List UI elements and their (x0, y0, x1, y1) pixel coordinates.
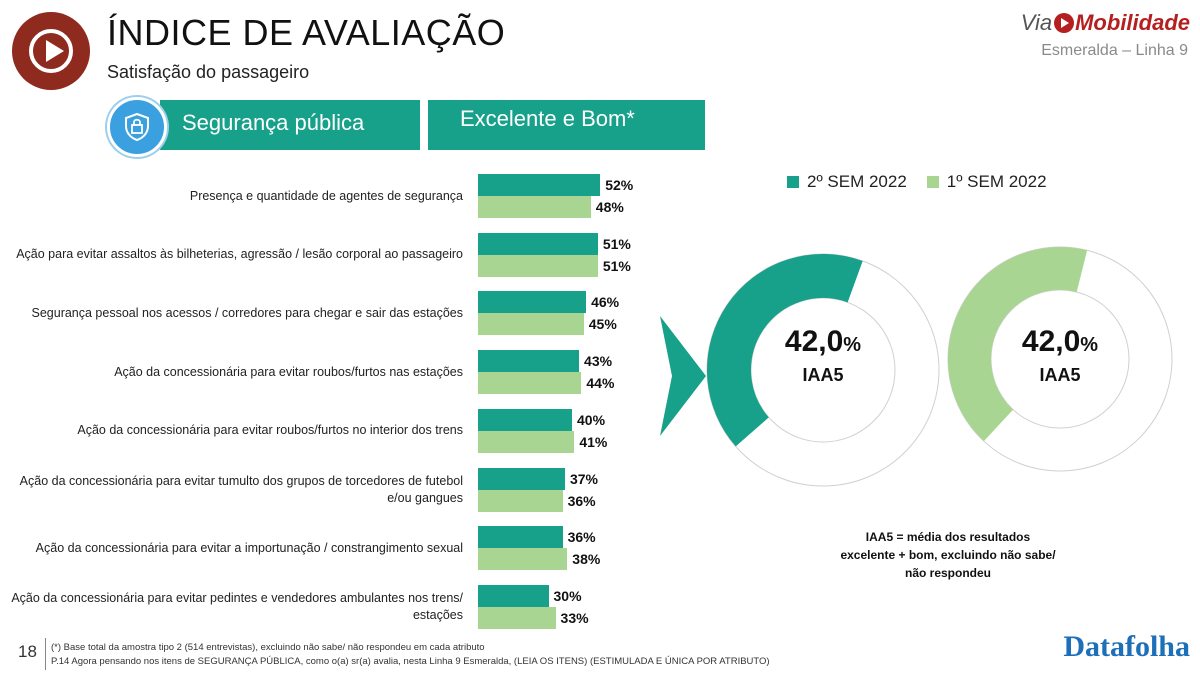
category-label: Ação da concessionária para evitar tumul… (19, 473, 463, 505)
value-label-sem2: 30% (553, 587, 582, 604)
bar-sem2 (478, 584, 549, 607)
value-label-sem2: 36% (567, 529, 596, 546)
category-label: Segurança pessoal nos acessos / corredor… (31, 305, 464, 320)
donut-sem1-value: 42,0% (1021, 325, 1099, 358)
donut-sem2-center: 42,0% IAA5 (763, 325, 883, 386)
bar-sem1 (478, 372, 582, 395)
bar-sem1 (478, 196, 591, 218)
bar-sem2 (478, 232, 598, 255)
chevron-right-icon (660, 316, 706, 436)
value-label-sem2: 52% (605, 177, 634, 193)
play-logo-icon (12, 12, 90, 90)
brand-logo: Via Mobilidade (1021, 10, 1190, 36)
donut-chart-sem2 (706, 253, 940, 487)
category-label: Ação da concessionária para evitar roubo… (77, 423, 463, 438)
legend-item-sem1: 1º SEM 2022 (926, 172, 1047, 192)
brand-via-text: Via (1020, 10, 1053, 35)
bar-sem1 (478, 313, 584, 336)
value-label-sem2: 43% (584, 353, 613, 370)
bar-sem1 (478, 254, 598, 277)
chart-legend: 2º SEM 2022 1º SEM 2022 (787, 172, 1047, 192)
donut-inner-outline (750, 297, 896, 443)
security-shield-icon (107, 97, 167, 157)
legend-label-sem2: 2º SEM 2022 (807, 172, 907, 191)
donut-sem1-center: 42,0% IAA5 (1000, 325, 1120, 386)
footer-divider (45, 638, 46, 670)
value-label-sem1: 48% (595, 199, 624, 215)
value-label-sem2: 37% (569, 470, 598, 487)
brand-name-text: Mobilidade (1075, 10, 1190, 35)
footnote-question: P.14 Agora pensando nos itens de SEGURAN… (51, 656, 770, 667)
donut-chart-sem1 (947, 246, 1173, 472)
category-label: Ação para evitar assaltos às bilheterias… (16, 247, 463, 262)
horizontal-bar-chart: Presença e quantidade de agentes de segu… (0, 165, 680, 635)
value-label-sem1: 45% (588, 316, 617, 333)
bar-sem1 (478, 548, 568, 571)
donut-slice (707, 254, 863, 447)
bar-sem2 (478, 291, 587, 314)
bar-sem1 (478, 489, 563, 512)
value-label-sem2: 40% (577, 411, 606, 428)
legend-label-sem1: 1º SEM 2022 (946, 172, 1047, 191)
value-label-sem1: 51% (602, 257, 631, 274)
donut-sem1-label: IAA5 (1039, 365, 1081, 385)
datafolha-logo: Datafolha (1063, 630, 1190, 663)
category-banner: Segurança pública (160, 100, 420, 150)
legend-item-sem2: 2º SEM 2022 (787, 172, 907, 192)
bar-sem2 (478, 350, 580, 373)
donut-inner-outline (990, 289, 1130, 429)
bar-sem2 (478, 467, 565, 490)
brand-play-icon (1054, 13, 1075, 33)
line-label: Esmeralda – Linha 9 (1041, 42, 1188, 59)
donut-sem2-label: IAA5 (802, 365, 844, 385)
footnote-base: (*) Base total da amostra tipo 2 (514 en… (51, 642, 485, 653)
donut-slice (948, 247, 1088, 442)
bar-sem2 (478, 408, 572, 431)
page-number: 18 (18, 642, 37, 661)
donut-sem2-value: 42,0% (784, 325, 862, 358)
value-label-sem1: 44% (586, 375, 615, 392)
bar-sem1 (478, 606, 556, 629)
value-label-sem1: 36% (567, 492, 596, 509)
metric-banner: Excelente e Bom* (428, 100, 705, 150)
bar-sem2 (478, 526, 563, 549)
legend-swatch-sem2 (787, 176, 799, 188)
value-label-sem2: 46% (591, 294, 620, 311)
bar-sem2 (478, 174, 601, 196)
page-title: ÍNDICE DE AVALIAÇÃO (107, 12, 506, 53)
legend-swatch-sem1 (926, 176, 939, 188)
category-label: Presença e quantidade de agentes de segu… (189, 188, 463, 203)
value-label-sem2: 51% (602, 235, 631, 252)
page-subtitle: Satisfação do passageiro (107, 62, 310, 82)
category-label: Ação da concessionária para evitar roubo… (114, 364, 463, 379)
bar-sem1 (478, 430, 575, 453)
value-label-sem1: 41% (579, 433, 608, 450)
value-label-sem1: 38% (572, 551, 601, 568)
value-label-sem1: 33% (560, 609, 589, 626)
category-label: Ação da concessionária para evitar a imp… (35, 540, 463, 555)
category-label: Ação da concessionária para evitar pedin… (11, 590, 463, 622)
iaa5-note: IAA5 = média dos resultados excelente + … (840, 530, 1056, 580)
